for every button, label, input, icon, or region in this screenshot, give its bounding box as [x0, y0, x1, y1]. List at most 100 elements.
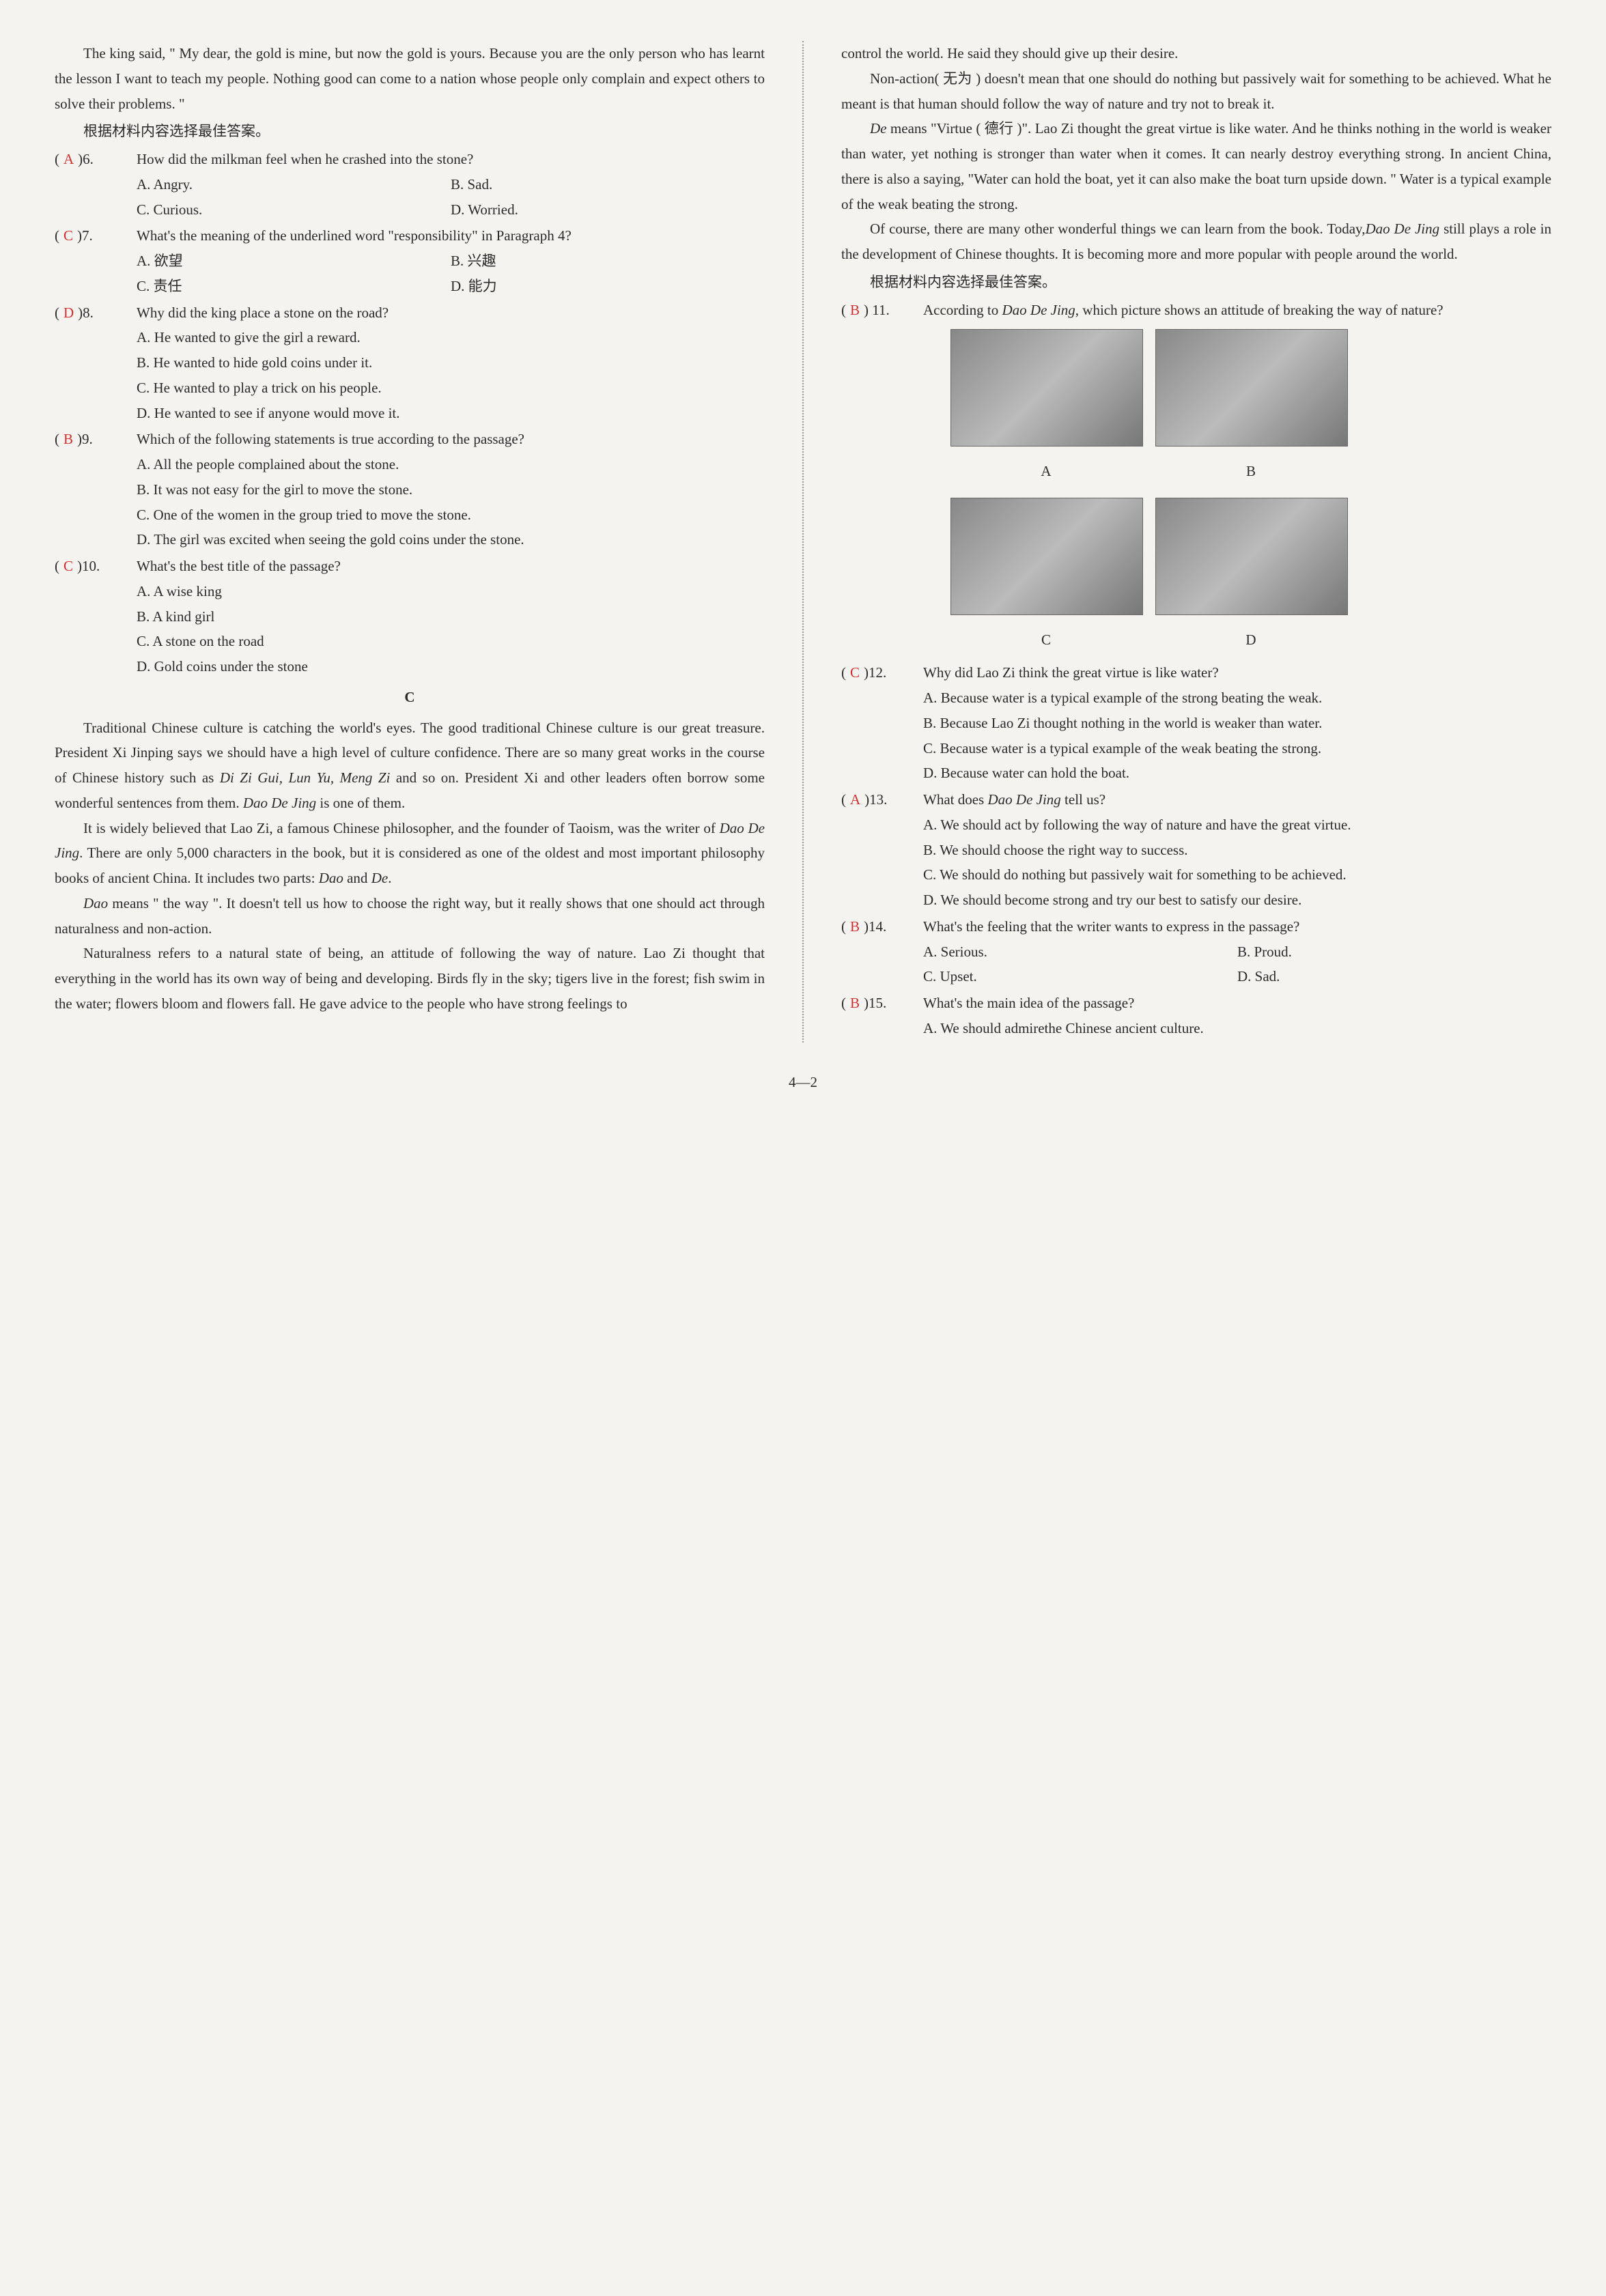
q12-opt-b: B. Because Lao Zi thought nothing in the… — [923, 711, 1551, 736]
q10-opt-b: B. A kind girl — [137, 604, 765, 629]
pc-de: De — [371, 870, 389, 886]
instruction-c: 根据材料内容选择最佳答案。 — [841, 270, 1551, 295]
q7-opts-row2: C. 责任 D. 能力 — [137, 274, 765, 299]
q10-body: What's the best title of the passage? A.… — [137, 554, 765, 679]
q10-answer: C — [59, 558, 77, 574]
q14-opt-a: A. Serious. — [923, 939, 1237, 965]
q15-opt-a: A. We should admirethe Chinese ancient c… — [923, 1016, 1551, 1041]
section-c-label: C — [55, 685, 765, 710]
two-column-layout: The king said, " My dear, the gold is mi… — [55, 41, 1551, 1043]
q10-bracket: (C)10. — [55, 554, 137, 679]
q11-img-a-cell: A — [950, 329, 1142, 484]
question-14: (B)14. What's the feeling that the write… — [841, 914, 1551, 989]
question-13: (A)13. What does Dao De Jing tell us? A.… — [841, 787, 1551, 913]
q13-answer: A — [846, 791, 864, 808]
passage-c-p7: Of course, there are many other wonderfu… — [841, 216, 1551, 267]
q10-opt-d: D. Gold coins under the stone — [137, 654, 765, 679]
caged-animal-image — [1155, 329, 1348, 447]
q13-stem: What does Dao De Jing tell us? — [923, 787, 1551, 812]
q11-bracket: (B) 11. — [841, 298, 923, 660]
pc-p2b: . There are only 5,000 characters in the… — [55, 845, 765, 886]
question-10: (C)10. What's the best title of the pass… — [55, 554, 765, 679]
question-6: (A)6. How did the milkman feel when he c… — [55, 147, 765, 222]
flower-image — [950, 329, 1143, 447]
q6-stem: How did the milkman feel when he crashed… — [137, 147, 765, 172]
q10-opt-c: C. A stone on the road — [137, 629, 765, 654]
q11-label-a: A — [950, 459, 1142, 484]
q12-bracket: (C)12. — [841, 660, 923, 786]
q7-opts-row1: A. 欲望 B. 兴趣 — [137, 249, 765, 274]
q9-num: 9. — [82, 431, 93, 447]
q9-answer: B — [59, 431, 77, 447]
q8-opt-b: B. He wanted to hide gold coins under it… — [137, 350, 765, 375]
pc-p6a: De — [870, 120, 887, 137]
q7-body: What's the meaning of the underlined wor… — [137, 223, 765, 298]
q11-label-c: C — [950, 627, 1142, 653]
q8-bracket: (D)8. — [55, 300, 137, 426]
q9-stem: Which of the following statements is tru… — [137, 427, 765, 452]
q13-stem-a: What does — [923, 791, 987, 808]
q14-opts-row1: A. Serious. B. Proud. — [923, 939, 1551, 965]
column-divider — [802, 41, 804, 1043]
q9-opt-a: A. All the people complained about the s… — [137, 452, 765, 477]
pc-ddj1: Dao De Jing — [243, 795, 316, 811]
q14-opt-d: D. Sad. — [1237, 964, 1551, 989]
q15-answer: B — [846, 995, 864, 1011]
pc-p3b: means " the way ". It doesn't tell us ho… — [55, 895, 765, 937]
passage-b-end: The king said, " My dear, the gold is mi… — [55, 41, 765, 116]
q12-opt-a: A. Because water is a typical example of… — [923, 685, 1551, 711]
q6-opt-c: C. Curious. — [137, 197, 451, 223]
q13-stem-b: tell us? — [1061, 791, 1105, 808]
q13-num: 13. — [869, 791, 887, 808]
question-8: (D)8. Why did the king place a stone on … — [55, 300, 765, 426]
q7-num: 7. — [82, 227, 93, 244]
q12-opt-d: D. Because water can hold the boat. — [923, 761, 1551, 786]
pc-p3a: Dao — [83, 895, 108, 911]
q6-answer: A — [59, 151, 78, 167]
q14-opts-row2: C. Upset. D. Sad. — [923, 964, 1551, 989]
q12-answer: C — [846, 664, 864, 681]
q7-stem: What's the meaning of the underlined wor… — [137, 223, 765, 249]
q15-num: 15. — [869, 995, 886, 1011]
q14-body: What's the feeling that the writer wants… — [923, 914, 1551, 989]
q14-num: 14. — [869, 918, 886, 935]
q11-label-b: B — [1155, 459, 1347, 484]
q13-opt-d: D. We should become strong and try our b… — [923, 888, 1551, 913]
q6-opt-d: D. Worried. — [451, 197, 765, 223]
q8-stem: Why did the king place a stone on the ro… — [137, 300, 765, 326]
passage-c-p1: Traditional Chinese culture is catching … — [55, 715, 765, 816]
pc-period: . — [388, 870, 391, 886]
q7-opt-a: A. 欲望 — [137, 249, 451, 274]
q6-num: 6. — [83, 151, 94, 167]
q12-body: Why did Lao Zi think the great virtue is… — [923, 660, 1551, 786]
q8-opt-a: A. He wanted to give the girl a reward. — [137, 325, 765, 350]
q14-answer: B — [846, 918, 864, 935]
q11-answer: B — [846, 302, 864, 318]
q13-body: What does Dao De Jing tell us? A. We sho… — [923, 787, 1551, 913]
q8-opt-c: C. He wanted to play a trick on his peop… — [137, 375, 765, 401]
q8-body: Why did the king place a stone on the ro… — [137, 300, 765, 426]
q6-opt-b: B. Sad. — [451, 172, 765, 197]
q7-opt-c: C. 责任 — [137, 274, 451, 299]
q6-bracket: (A)6. — [55, 147, 137, 222]
q13-bracket: (A)13. — [841, 787, 923, 913]
q13-stem-i: Dao De Jing — [987, 791, 1060, 808]
q11-stem: According to Dao De Jing, which picture … — [923, 298, 1551, 323]
passage-c-p5: Non-action( 无为 ) doesn't mean that one s… — [841, 66, 1551, 117]
q13-opt-a: A. We should act by following the way of… — [923, 812, 1551, 838]
q7-answer: C — [59, 227, 77, 244]
question-12: (C)12. Why did Lao Zi think the great vi… — [841, 660, 1551, 786]
q7-opt-b: B. 兴趣 — [451, 249, 765, 274]
q10-stem: What's the best title of the passage? — [137, 554, 765, 579]
q10-opt-a: A. A wise king — [137, 579, 765, 604]
q15-body: What's the main idea of the passage? A. … — [923, 991, 1551, 1041]
q11-img-c-cell: C — [950, 498, 1142, 653]
left-column: The king said, " My dear, the gold is mi… — [55, 41, 765, 1043]
q9-opt-d: D. The girl was excited when seeing the … — [137, 527, 765, 552]
q13-opt-c: C. We should do nothing but passively wa… — [923, 862, 1551, 888]
q6-opts-row2: C. Curious. D. Worried. — [137, 197, 765, 223]
q12-opt-c: C. Because water is a typical example of… — [923, 736, 1551, 761]
q14-stem: What's the feeling that the writer wants… — [923, 914, 1551, 939]
q14-bracket: (B)14. — [841, 914, 923, 989]
question-15: (B)15. What's the main idea of the passa… — [841, 991, 1551, 1041]
